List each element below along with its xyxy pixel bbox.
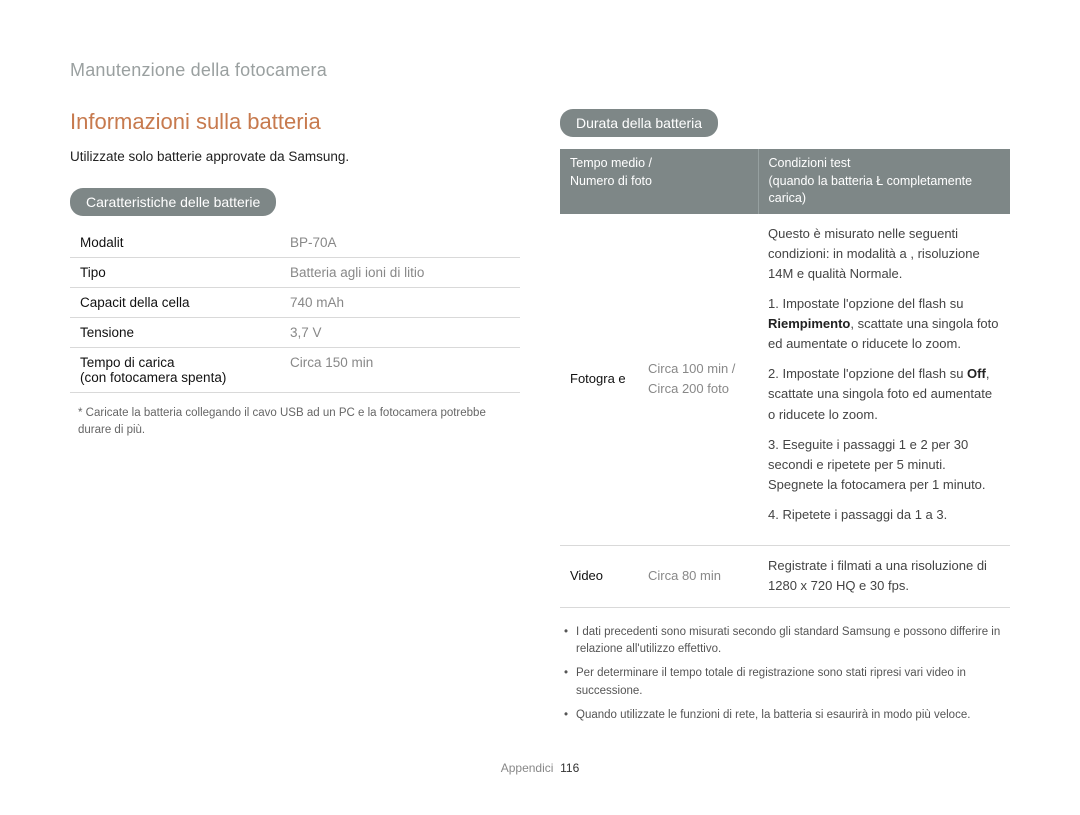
duration-notes-list: I dati precedenti sono misurati secondo … bbox=[560, 624, 1010, 725]
list-item: 2. Impostate l'opzione del flash su Off,… bbox=[768, 364, 1000, 424]
th2-line2: (quando la batteria Ł completamente cari… bbox=[769, 174, 973, 206]
th2-line1: Condizioni test bbox=[769, 156, 851, 170]
spec-label: Tempo di carica (con fotocamera spenta) bbox=[70, 348, 280, 393]
spec-value: Circa 150 min bbox=[280, 348, 520, 393]
spec-value: 740 mAh bbox=[280, 288, 520, 318]
step1-a: 1. Impostate l'opzione del flash su bbox=[768, 296, 963, 311]
step2-bold: Off bbox=[967, 366, 986, 381]
th1-line1: Tempo medio / bbox=[570, 156, 652, 170]
page: Manutenzione della fotocamera Informazio… bbox=[0, 0, 1080, 795]
spec-label: Tensione bbox=[70, 318, 280, 348]
spec-value: 3,7 V bbox=[280, 318, 520, 348]
photo-row-label: Fotogra e bbox=[560, 214, 638, 546]
charge-label-line1: Tempo di carica bbox=[80, 355, 175, 370]
section-title: Manutenzione della fotocamera bbox=[70, 60, 1010, 81]
battery-info-intro: Utilizzate solo batterie approvate da Sa… bbox=[70, 149, 520, 164]
table-header-row: Tempo medio / Numero di foto Condizioni … bbox=[560, 149, 1010, 214]
photo-time-line2: Circa 200 foto bbox=[648, 381, 729, 396]
table-row: Capacit della cella 740 mAh bbox=[70, 288, 520, 318]
list-item: 3. Eseguite i passaggi 1 e 2 per 30 seco… bbox=[768, 435, 1000, 495]
battery-info-heading: Informazioni sulla batteria bbox=[70, 109, 520, 135]
list-item: Quando utilizzate le funzioni di rete, l… bbox=[564, 707, 1010, 725]
battery-spec-table: Modalit BP-70A Tipo Batteria agli ioni d… bbox=[70, 228, 520, 393]
charge-footnote: * Caricate la batteria collegando il cav… bbox=[70, 405, 520, 440]
video-row-label: Video bbox=[560, 546, 638, 607]
spec-value: Batteria agli ioni di litio bbox=[280, 258, 520, 288]
photo-time-line1: Circa 100 min / bbox=[648, 361, 735, 376]
photo-steps-list: 1. Impostate l'opzione del flash su Riem… bbox=[768, 294, 1000, 525]
table-row: Video Circa 80 min Registrate i filmati … bbox=[560, 546, 1010, 607]
table-row: Tensione 3,7 V bbox=[70, 318, 520, 348]
content-columns: Informazioni sulla batteria Utilizzate s… bbox=[70, 109, 1010, 731]
spec-value: BP-70A bbox=[280, 228, 520, 258]
right-column: Durata della batteria Tempo medio / Nume… bbox=[560, 109, 1010, 731]
battery-duration-table: Tempo medio / Numero di foto Condizioni … bbox=[560, 149, 1010, 608]
th1-line2: Numero di foto bbox=[570, 174, 652, 188]
video-row-conditions: Registrate i filmati a una risoluzione d… bbox=[758, 546, 1010, 607]
spec-label: Tipo bbox=[70, 258, 280, 288]
table-row: Tempo di carica (con fotocamera spenta) … bbox=[70, 348, 520, 393]
list-item: 1. Impostate l'opzione del flash su Riem… bbox=[768, 294, 1000, 354]
video-row-time: Circa 80 min bbox=[638, 546, 758, 607]
photo-row-conditions: Questo è misurato nelle seguenti condizi… bbox=[758, 214, 1010, 546]
battery-duration-pill: Durata della batteria bbox=[560, 109, 718, 137]
list-item: I dati precedenti sono misurati secondo … bbox=[564, 624, 1010, 660]
photo-row-time: Circa 100 min / Circa 200 foto bbox=[638, 214, 758, 546]
list-item: Per determinare il tempo totale di regis… bbox=[564, 665, 1010, 701]
footer-label: Appendici bbox=[501, 761, 554, 775]
list-item: 4. Ripetete i passaggi da 1 a 3. bbox=[768, 505, 1000, 525]
duration-th-conditions: Condizioni test (quando la batteria Ł co… bbox=[758, 149, 1010, 214]
table-row: Modalit BP-70A bbox=[70, 228, 520, 258]
battery-characteristics-pill: Caratteristiche delle batterie bbox=[70, 188, 276, 216]
photo-cond-intro: Questo è misurato nelle seguenti condizi… bbox=[768, 224, 1000, 284]
left-column: Informazioni sulla batteria Utilizzate s… bbox=[70, 109, 520, 731]
table-row: Fotogra e Circa 100 min / Circa 200 foto… bbox=[560, 214, 1010, 546]
duration-th-time: Tempo medio / Numero di foto bbox=[560, 149, 758, 214]
spec-label: Capacit della cella bbox=[70, 288, 280, 318]
footer-page-number: 116 bbox=[560, 761, 579, 775]
step1-bold: Riempimento bbox=[768, 316, 850, 331]
step3: 3. Eseguite i passaggi 1 e 2 per 30 seco… bbox=[768, 437, 986, 492]
table-row: Tipo Batteria agli ioni di litio bbox=[70, 258, 520, 288]
step4: 4. Ripetete i passaggi da 1 a 3. bbox=[768, 507, 947, 522]
step2-a: 2. Impostate l'opzione del flash su bbox=[768, 366, 967, 381]
page-footer: Appendici 116 bbox=[70, 761, 1010, 775]
spec-label: Modalit bbox=[70, 228, 280, 258]
charge-label-line2: (con fotocamera spenta) bbox=[80, 370, 226, 385]
